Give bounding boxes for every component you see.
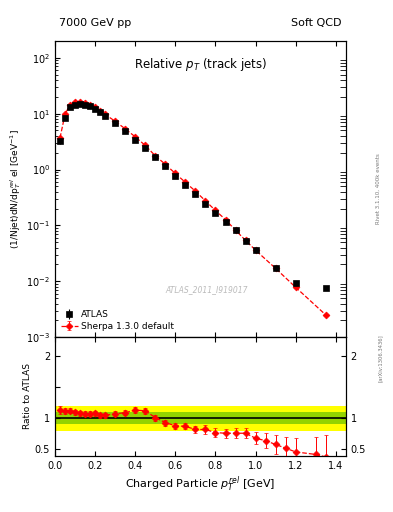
Text: Soft QCD: Soft QCD bbox=[292, 18, 342, 28]
X-axis label: Charged Particle $p_T^{rel}$ [GeV]: Charged Particle $p_T^{rel}$ [GeV] bbox=[125, 475, 275, 494]
Text: 7000 GeV pp: 7000 GeV pp bbox=[59, 18, 131, 28]
Text: ATLAS_2011_I919017: ATLAS_2011_I919017 bbox=[165, 285, 248, 294]
Text: Relative $p_T$ (track jets): Relative $p_T$ (track jets) bbox=[134, 56, 267, 73]
Y-axis label: Ratio to ATLAS: Ratio to ATLAS bbox=[23, 364, 32, 430]
Y-axis label: (1/Njet)dN/dp$^{rel}_{T}$ el [GeV$^{-1}$]: (1/Njet)dN/dp$^{rel}_{T}$ el [GeV$^{-1}$… bbox=[9, 129, 24, 249]
Legend: ATLAS, Sherpa 1.3.0 default: ATLAS, Sherpa 1.3.0 default bbox=[59, 308, 176, 333]
Y-axis label: Rivet 3.1.10, 400k events: Rivet 3.1.10, 400k events bbox=[376, 154, 380, 224]
Text: [arXiv:1306.3436]: [arXiv:1306.3436] bbox=[378, 334, 383, 382]
